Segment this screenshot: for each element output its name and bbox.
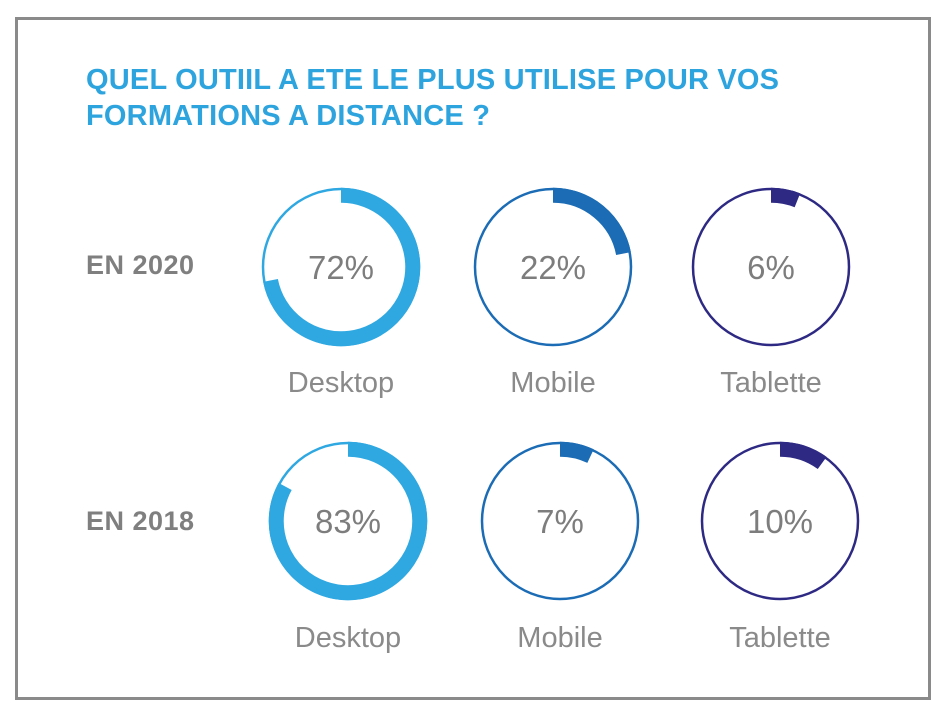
chart-title-line-2: FORMATIONS A DISTANCE ? <box>86 100 491 132</box>
donut-arc-desktop-2020 <box>263 187 421 347</box>
category-label-tablette-2018: Tablette <box>729 622 831 654</box>
category-label-desktop-2018: Desktop <box>295 622 401 654</box>
value-label-desktop-2018: 83% <box>315 503 381 540</box>
value-label-mobile-2020: 22% <box>520 249 586 286</box>
value-label-desktop-2020: 72% <box>308 249 374 286</box>
value-label-tablette-2020: 6% <box>747 249 795 286</box>
chart-title: QUEL OUTIIL A ETE LE PLUS UTILISE POUR V… <box>86 62 779 134</box>
value-label-tablette-2018: 10% <box>747 503 813 540</box>
row-label-2020: EN 2020 <box>86 250 195 280</box>
value-label-mobile-2018: 7% <box>536 503 584 540</box>
donut-arc-mobile-2018 <box>559 441 594 463</box>
category-label-desktop-2020: Desktop <box>288 367 394 399</box>
donut-arc-tablette-2018 <box>779 441 827 470</box>
row-label-2018: EN 2018 <box>86 506 195 536</box>
category-label-mobile-2020: Mobile <box>510 367 595 399</box>
chart-title-line-1: QUEL OUTIIL A ETE LE PLUS UTILISE POUR V… <box>86 64 780 96</box>
donut-arc-desktop-2018 <box>268 441 428 601</box>
chart-frame <box>15 17 931 700</box>
donut-ring-tablette-2020 <box>691 187 851 347</box>
donut-arc-tablette-2020 <box>770 187 801 208</box>
category-label-tablette-2020: Tablette <box>720 367 822 399</box>
donut-ring-mobile-2018 <box>480 441 640 601</box>
donut-arc-mobile-2020 <box>552 187 631 256</box>
category-label-mobile-2018: Mobile <box>517 622 602 654</box>
